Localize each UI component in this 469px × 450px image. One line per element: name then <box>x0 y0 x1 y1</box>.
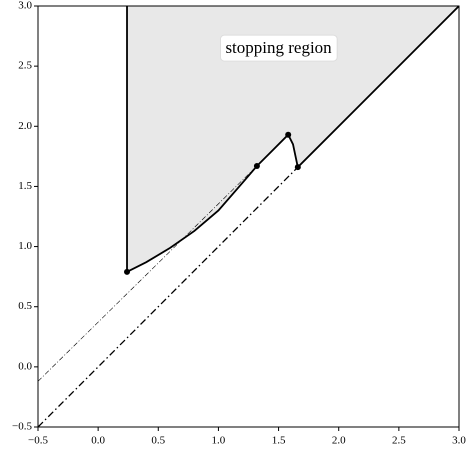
y-tick-label: 0.5 <box>18 300 32 312</box>
y-tick-label: 0.0 <box>18 360 32 372</box>
x-tick-label: 0.5 <box>151 435 165 447</box>
point <box>124 268 131 275</box>
x-tick-label: 0.0 <box>91 435 105 447</box>
y-tick-label: 1.0 <box>18 240 32 252</box>
curve <box>38 165 258 382</box>
annotation: stopping region <box>225 38 332 57</box>
x-tick-label: 1.5 <box>272 435 286 447</box>
x-tick-label: 3.0 <box>452 435 466 447</box>
y-tick-label: 3.0 <box>18 0 32 12</box>
curve <box>126 6 459 274</box>
x-tick-label: 1.0 <box>212 435 226 447</box>
y-tick-label: −0.5 <box>12 421 32 433</box>
point <box>253 162 260 169</box>
point <box>285 131 292 138</box>
y-tick-label: 2.5 <box>18 60 32 72</box>
annotation-box <box>219 34 338 62</box>
curve <box>38 166 299 427</box>
x-tick-label: 2.5 <box>392 435 406 447</box>
stopping-region <box>127 6 459 272</box>
axes-frame <box>37 5 460 428</box>
y-tick-label: 2.0 <box>18 120 32 132</box>
x-tick-label: −0.5 <box>28 435 48 447</box>
y-tick-label: 1.5 <box>18 180 32 192</box>
x-tick-label: 2.0 <box>332 435 346 447</box>
point <box>294 164 301 171</box>
